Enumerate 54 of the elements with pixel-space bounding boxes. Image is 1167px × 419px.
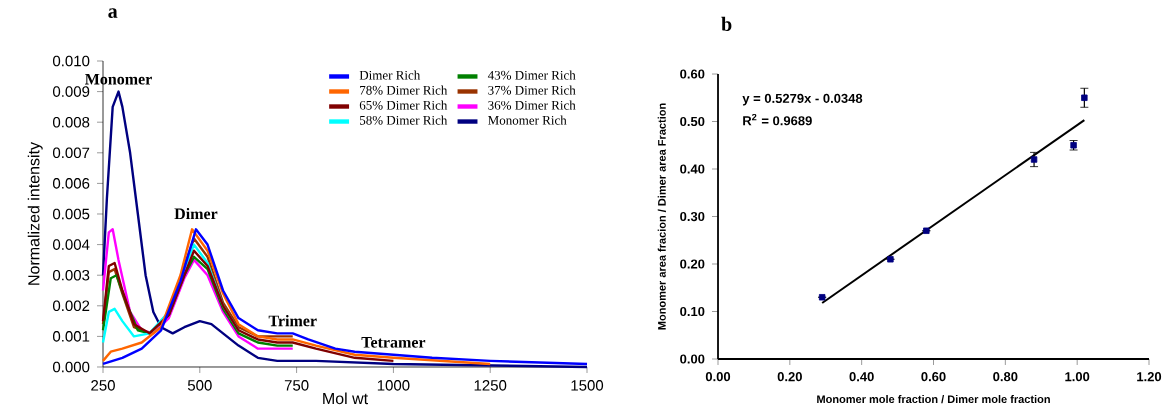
y-tick-label: 0.005 [53,208,90,220]
y-tick-label: 0.006 [53,178,90,189]
y-tick-label: 0.30 [680,211,705,222]
y-tick-label: 0.50 [680,116,705,127]
y-tick-label: 0.008 [53,116,90,128]
x-tick-label: 0.60 [921,372,946,382]
x-tick-label: 1.00 [1065,372,1090,382]
y-tick-label: 0.20 [680,259,705,269]
y-tick-label: 0.000 [53,361,90,373]
annotation: Trimer [268,315,317,327]
x-tick-label: 0.00 [705,372,731,382]
legend-label: 37% Dimer Rich [488,85,576,95]
legend-label: 65% Dimer Rich [359,100,448,110]
x-tick-label: 1500 [571,380,604,391]
annotation: Tetramer [361,337,426,348]
annotation: Monomer [85,73,152,85]
x-tick-label: 0.20 [777,372,802,382]
point [1081,94,1088,101]
annotation: Dimer [174,207,218,220]
y-tick-label: 0.40 [680,164,705,174]
legend-label: Monomer Rich [488,115,567,125]
x-tick-label: 0.80 [993,372,1018,382]
x-tick-label: 1250 [474,380,507,391]
y-tick-label: 0.010 [53,55,90,67]
x-axis-title: Monomer mole fraction / Dimer mole fraction [817,395,1050,404]
y-tick-label: 0.004 [53,239,90,250]
y-tick-label: 0.60 [680,69,705,79]
chart-title: a [108,8,118,18]
x-tick-label: 1000 [377,380,410,391]
y-tick-label: 0.009 [53,86,90,97]
x-tick-label: 750 [284,380,309,391]
x-tick-label: 0.40 [849,372,874,382]
y-tick-label: 0.10 [680,306,705,317]
y-tick-label: 0.002 [53,300,90,312]
legend-label: Dimer Rich [359,70,421,80]
y-tick-label: 0.007 [53,147,90,159]
legend-label: 43% Dimer Rich [487,70,576,80]
y-tick-label: 0.00 [680,354,705,364]
line-series [101,228,492,366]
y-tick-label: 0.003 [53,269,90,281]
legend-label: 58% Dimer Rich [360,115,448,125]
x-tick-label: 500 [187,380,212,391]
annotation: y = 0.5279x - 0.0348 [742,93,863,106]
legend-label: 78% Dimer Rich [360,85,448,95]
x-axis-title: Mol wt [323,392,368,405]
y-tick-label: 0.001 [53,331,90,342]
annotation: R$^{2}$ = 0.9689 [743,113,812,126]
x-tick-label: 1.20 [1137,372,1162,382]
legend-label: 36% Dimer Rich [488,100,576,110]
x-tick-label: 250 [91,380,115,391]
point [1030,156,1038,163]
y-axis-title: Monomer area fracion / Dimer area Fraction [657,103,666,330]
chart-title: b [721,16,732,31]
y-axis-title: Normalized intensity [27,142,43,285]
